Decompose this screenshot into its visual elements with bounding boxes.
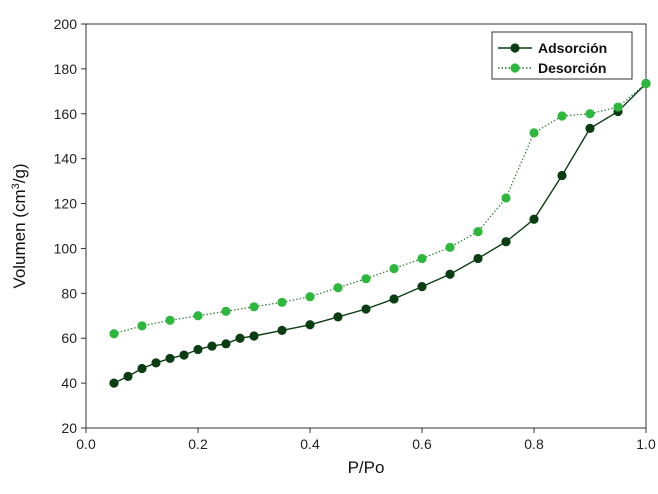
adsorcion-point [249, 331, 259, 341]
y-axis-title-superscript: 3 [10, 183, 22, 189]
adsorcion-point [221, 339, 231, 349]
desorcion-point [249, 302, 259, 312]
y-tick-label: 200 [54, 16, 78, 32]
x-tick-label: 0.6 [412, 436, 432, 452]
desorcion-point [221, 306, 231, 316]
adsorcion-point [235, 333, 245, 343]
adsorcion-point [137, 363, 147, 374]
desorcion-point [137, 321, 147, 331]
adsorcion-point [417, 282, 427, 292]
y-tick-label: 180 [54, 61, 78, 77]
desorcion-point [529, 128, 539, 138]
desorcion-point [277, 297, 287, 307]
adsorcion-point [361, 304, 371, 314]
adsorcion-point [529, 214, 539, 224]
adsorcion-point [193, 344, 203, 355]
y-axis-title-pre: Volumen (cm [10, 189, 29, 288]
desorcion-point [333, 283, 343, 293]
adsorcion-point [305, 320, 315, 330]
legend-marker-desorcion [510, 63, 520, 73]
series-layer [109, 78, 651, 388]
adsorcion-point [207, 341, 217, 351]
x-axis-title: P/Po [348, 458, 385, 477]
desorcion-point [501, 193, 511, 203]
adsorcion-point [445, 269, 455, 279]
y-tick-label: 60 [61, 330, 77, 346]
x-tick-label: 0.8 [524, 436, 544, 452]
legend-label-adsorcion: Adsorción [538, 40, 607, 56]
adsorcion-point [585, 123, 595, 133]
adsorcion-point [151, 358, 161, 368]
desorcion-point [585, 109, 595, 119]
y-axis-title: Volumen (cm3/g) [10, 163, 29, 288]
desorcion-point [613, 102, 623, 112]
adsorcion-point [179, 350, 189, 360]
y-tick-label: 120 [54, 196, 78, 212]
desorcion-point [445, 242, 455, 252]
desorcion-point [361, 274, 371, 284]
y-tick-label: 40 [61, 375, 77, 391]
adsorcion-line [113, 83, 647, 384]
desorcion-point [305, 292, 315, 302]
adsorcion-point [277, 325, 287, 335]
adsorcion-point [123, 371, 133, 381]
adsorcion-point [333, 312, 343, 322]
x-tick-label: 0.0 [76, 436, 96, 452]
adsorcion-point [501, 237, 511, 247]
adsorcion-point [165, 353, 175, 364]
adsorcion-point [109, 378, 119, 388]
legend-marker-adsorcion [510, 43, 520, 53]
y-tick-label: 20 [61, 420, 77, 436]
adsorcion-point [557, 170, 567, 181]
y-tick-label: 140 [54, 151, 78, 167]
desorcion-point [473, 227, 483, 237]
adsorcion-point [389, 294, 399, 304]
y-axis-title-post: /g) [10, 163, 29, 183]
desorcion-point [417, 253, 427, 264]
legend: Adsorción Desorción [491, 31, 633, 80]
plot-area: 0.0 0.2 0.4 0.6 0.8 1.0 20 40 60 80 100 120 140 160 18… [54, 16, 656, 452]
y-tick-label: 80 [61, 285, 77, 301]
y-tick-label: 160 [54, 106, 78, 122]
x-tick-label: 0.2 [188, 436, 208, 452]
desorcion-point [389, 264, 399, 274]
desorcion-point [109, 329, 119, 339]
desorcion-line [113, 83, 647, 335]
desorcion-point [557, 111, 567, 121]
adsorcion-point [473, 253, 483, 264]
desorcion-point [193, 311, 203, 321]
x-tick-label: 1.0 [636, 436, 656, 452]
legend-label-desorcion: Desorción [538, 60, 606, 76]
desorcion-point [641, 78, 651, 89]
x-tick-label: 0.4 [300, 436, 320, 452]
plot-frame [85, 23, 647, 429]
desorcion-point [165, 315, 175, 325]
y-tick-label: 100 [54, 240, 78, 256]
